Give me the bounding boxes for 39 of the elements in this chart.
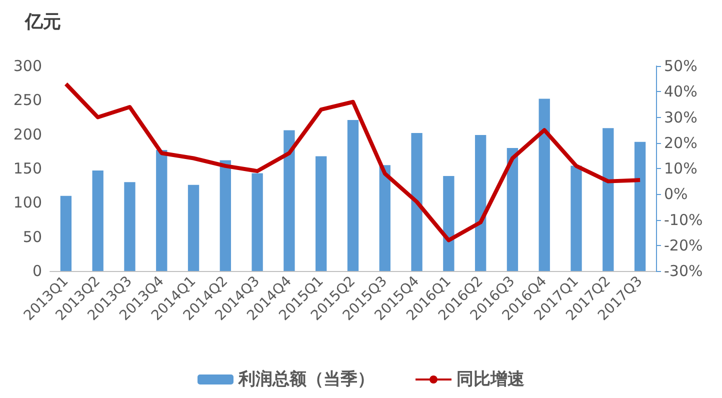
line-series [64,82,642,242]
bar [634,142,646,271]
y2-tick-label: 20% [664,134,698,152]
y2-tick-label: -20% [664,236,703,254]
legend-label: 利润总额（当季） [238,370,374,390]
bar [316,156,327,271]
bar [570,166,582,271]
bar [124,182,136,271]
y-tick-label: 250 [13,91,42,110]
bar [474,135,486,271]
y-tick-label: 150 [13,160,42,178]
bar [252,173,263,271]
y2-tick-label: 50% [664,57,698,75]
bar [347,120,359,271]
y-tick-label: 300 [13,57,42,75]
y-tick-label: 200 [13,125,42,144]
y-tick-label: 50 [22,228,42,246]
bar [220,160,232,271]
y2-tick-label: -30% [664,262,703,280]
bar [188,184,200,271]
y-tick-label: 0 [32,262,42,280]
y2-tick-label: 30% [664,108,698,126]
y2-tick-label: -10% [664,210,703,229]
bar [602,128,614,271]
bar [156,150,168,271]
bar [443,176,454,271]
bar [284,130,295,271]
bar [92,170,104,271]
y-axis-title: 亿元 [24,12,61,32]
bar [411,132,422,271]
y-tick-label: 100 [13,194,42,212]
bar [538,98,550,271]
y2-tick-label: 10% [664,160,698,178]
bar [60,196,72,271]
y2-tick-label: 40% [664,82,698,101]
bar [379,165,390,271]
bar [506,148,518,271]
y2-tick-label: 0% [664,185,688,204]
legend-label: 同比增速 [456,370,524,390]
